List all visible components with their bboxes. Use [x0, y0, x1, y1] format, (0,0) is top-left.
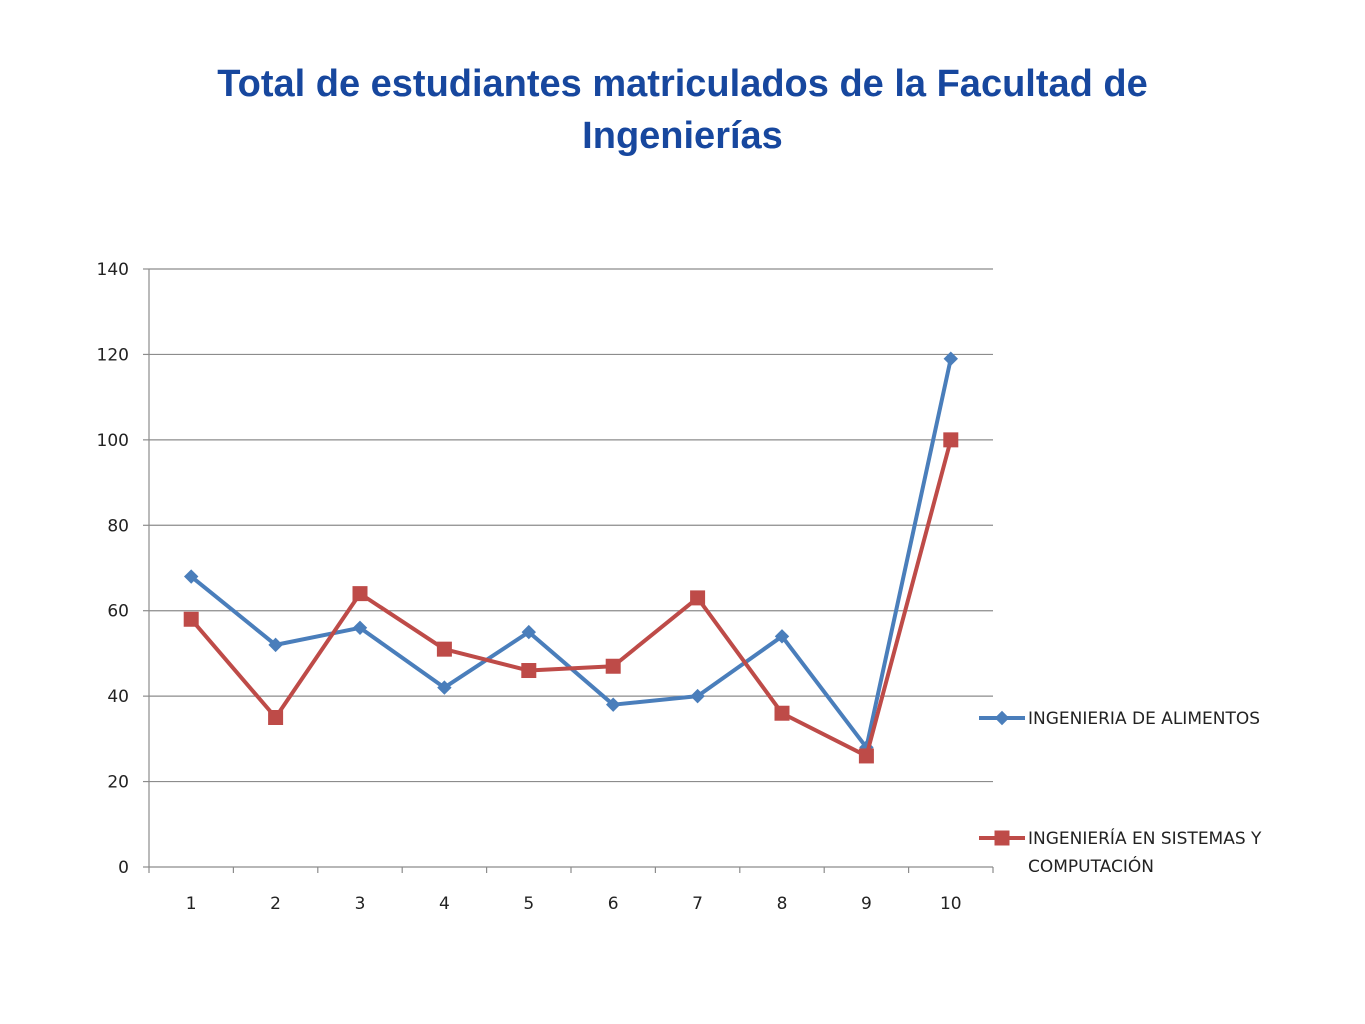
x-tick-label: 8	[777, 894, 788, 914]
x-tick-label: 4	[439, 894, 450, 914]
y-tick-label: 60	[107, 602, 129, 622]
x-tick-label: 7	[692, 894, 703, 914]
x-tick-label: 3	[355, 894, 366, 914]
data-point-square	[858, 748, 874, 764]
y-tick-label: 100	[97, 431, 129, 451]
data-point-diamond	[183, 569, 199, 584]
gridlines	[149, 268, 993, 783]
y-tick-label: 120	[97, 345, 129, 365]
data-point-diamond	[268, 637, 283, 653]
data-point-square	[268, 710, 284, 725]
y-tick-label: 140	[97, 260, 129, 280]
data-point-square	[690, 590, 706, 606]
data-point-square	[943, 432, 959, 448]
data-point-diamond	[605, 697, 621, 712]
legend-swatch-marker	[994, 830, 1010, 846]
legend-entry-1: INGENIERIA DE ALIMENTOS	[979, 709, 1260, 729]
chart-title-line-1: Total de estudiantes matriculados de la …	[217, 63, 1148, 105]
data-point-diamond	[690, 688, 705, 704]
data-point-square	[521, 663, 537, 679]
data-point-diamond	[943, 351, 959, 366]
data-point-square	[436, 641, 452, 657]
data-point-diamond	[774, 629, 790, 644]
legend-label: INGENIERÍA EN SISTEMAS Y	[1028, 827, 1262, 849]
data-point-diamond	[521, 624, 537, 640]
data-point-diamond	[437, 680, 452, 695]
x-tick-label: 9	[861, 894, 872, 914]
data-point-square	[605, 658, 621, 674]
legend-label: COMPUTACIÓN	[1028, 855, 1154, 877]
x-tick-label: 2	[270, 894, 281, 914]
data-point-square	[183, 611, 199, 627]
data-point-square	[774, 705, 790, 721]
series	[183, 351, 959, 764]
legend-entry-2: INGENIERÍA EN SISTEMAS Y COMPUTACIÓN	[979, 827, 1262, 877]
series-line	[189, 437, 953, 758]
x-tick-label: 5	[523, 894, 534, 914]
y-tick-label: 0	[118, 858, 129, 878]
series-1	[183, 351, 959, 755]
chart-title: Total de estudiantes matriculados de la …	[0, 58, 1365, 162]
y-tick-label: 80	[107, 516, 129, 536]
y-tick-label: 20	[107, 773, 129, 793]
legend-swatch-marker	[994, 710, 1010, 726]
legend: INGENIERIA DE ALIMENTOS INGENIERÍA EN SIS…	[979, 709, 1262, 877]
legend-label: INGENIERIA DE ALIMENTOS	[1028, 709, 1260, 729]
axes: 0 20 40 60 80 100 120 140 1 2 3 4 5 6 7 8 9 10	[97, 260, 994, 914]
series-line	[189, 356, 953, 750]
series-2	[183, 432, 959, 764]
data-point-diamond	[352, 620, 368, 636]
data-point-square	[352, 586, 368, 602]
x-tick-label: 6	[608, 894, 619, 914]
x-tick-label: 1	[186, 894, 197, 914]
y-tick-label: 40	[107, 687, 129, 707]
chart-title-line-2: Ingenierías	[582, 115, 783, 157]
x-tick-label: 10	[940, 894, 962, 914]
